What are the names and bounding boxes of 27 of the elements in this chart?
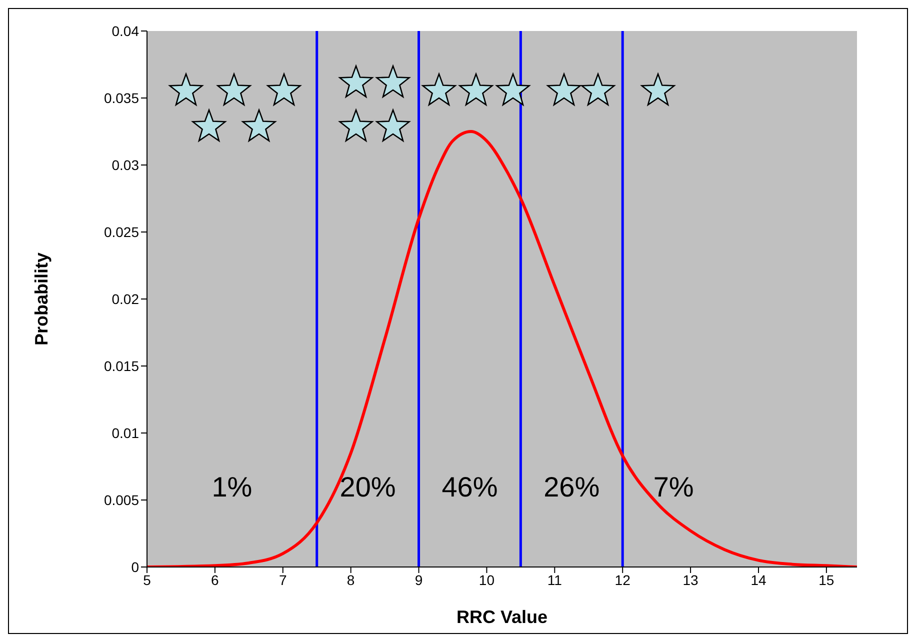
y-tick-label: 0.025	[104, 224, 140, 240]
x-tick-label: 12	[614, 572, 631, 588]
annotation: 20%	[340, 472, 396, 503]
y-tick-label: 0.04	[112, 22, 140, 39]
y-axis-title: Probability	[31, 252, 52, 346]
x-tick-label: 6	[211, 572, 220, 588]
annotation: 1%	[212, 472, 252, 503]
y-tick-label: 0.015	[104, 358, 140, 374]
x-axis-title: RRC Value	[456, 607, 548, 627]
annotation: 46%	[442, 472, 498, 503]
x-tick-label: 15	[818, 572, 834, 588]
y-tick-label: 0.02	[112, 290, 140, 307]
x-tick-label: 8	[346, 572, 355, 588]
x-tick-label: 9	[414, 572, 423, 588]
y-tick-label: 0.005	[104, 492, 140, 508]
x-tick-label: 11	[547, 572, 562, 588]
y-tick-label: 0.035	[104, 90, 140, 106]
annotation: 26%	[544, 472, 600, 503]
x-tick-label: 13	[682, 572, 699, 588]
y-tick-label: 0.03	[112, 156, 140, 173]
x-tick-label: 14	[750, 572, 766, 588]
annotation: 7%	[653, 472, 694, 503]
y-tick-label: 0	[131, 558, 140, 575]
x-tick-label: 5	[143, 572, 152, 588]
x-tick-label: 10	[478, 572, 495, 588]
x-tick-label: 7	[278, 572, 287, 588]
y-tick-label: 0.01	[112, 424, 140, 441]
